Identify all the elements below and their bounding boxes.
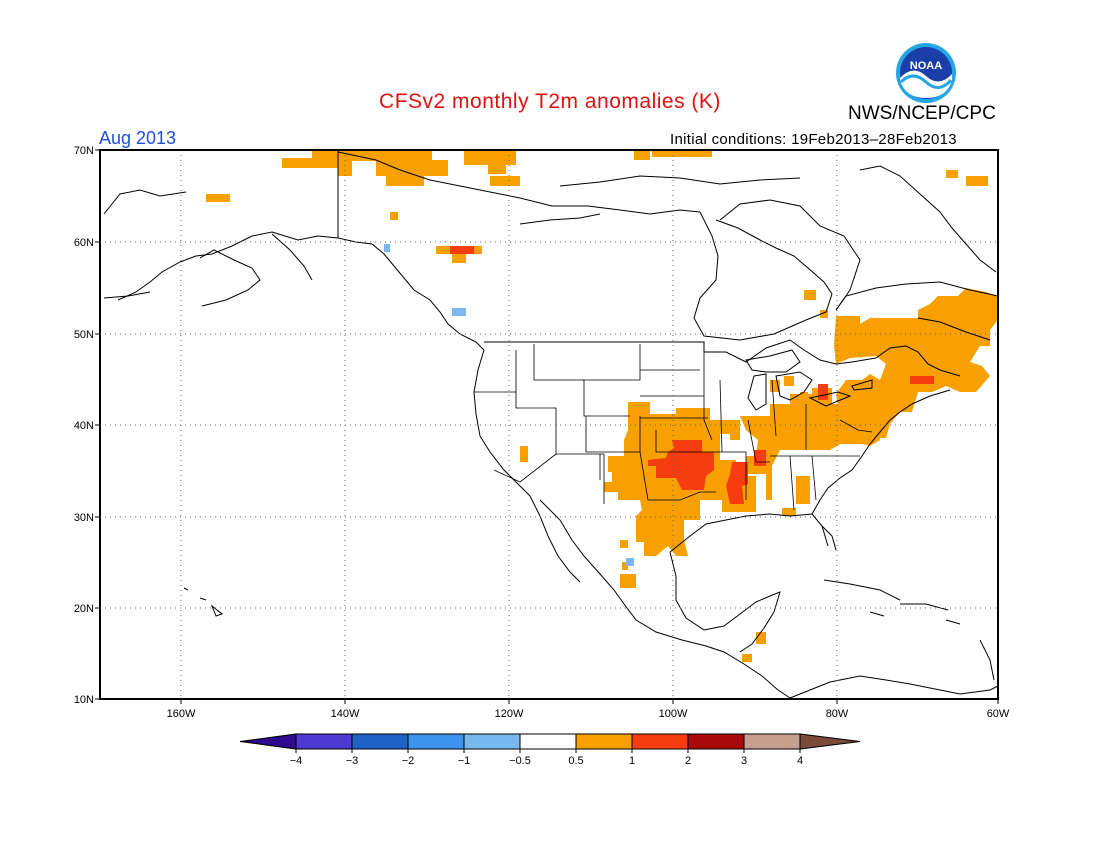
lat-label: 20N: [74, 603, 94, 615]
colorbar-label: 4: [797, 755, 803, 767]
agency-label: NWS/NCEP/CPC: [848, 103, 996, 124]
colorbar-swatch: [295, 733, 353, 750]
colorbar-labels: −4 −3 −2 −1 −0.5 0.5 1 2 3 4: [290, 749, 803, 767]
month-label: Aug 2013: [99, 128, 177, 148]
state-borders: [474, 342, 873, 511]
colorbar-swatch: [463, 733, 521, 750]
lon-label: 100W: [659, 708, 688, 720]
lon-label: 160W: [167, 708, 196, 720]
latitude-labels: 70N 60N 50N 40N 30N 20N 10N: [74, 145, 94, 706]
colorbar-low-arrow: [239, 733, 297, 750]
colorbar-label: 1: [629, 755, 635, 767]
noaa-logo: NOAA: [896, 43, 956, 103]
colorbar: [239, 733, 861, 750]
lat-label: 70N: [74, 145, 94, 157]
colorbar-swatch: [351, 733, 409, 750]
axis-ticks: [95, 149, 999, 704]
colorbar-label: 3: [741, 755, 747, 767]
colorbar-swatch: [743, 733, 801, 750]
lon-label: 80W: [826, 708, 849, 720]
colorbar-swatch: [519, 733, 577, 750]
coastlines: [103, 150, 999, 699]
colorbar-swatch: [687, 733, 745, 750]
colorbar-label: −2: [402, 755, 415, 767]
longitude-labels: 160W 140W 120W 100W 80W 60W: [167, 708, 1010, 720]
colorbar-label: −0.5: [509, 755, 531, 767]
colorbar-swatch: [631, 733, 689, 750]
lon-label: 120W: [495, 708, 524, 720]
colorbar-label: 2: [685, 755, 691, 767]
lat-label: 60N: [74, 237, 94, 249]
chart-title: CFSv2 monthly T2m anomalies (K): [379, 90, 721, 113]
colorbar-swatch: [407, 733, 465, 750]
lat-label: 50N: [74, 329, 94, 341]
colorbar-label: −1: [458, 755, 471, 767]
anomaly-field-cool: [384, 244, 634, 566]
colorbar-label: −4: [290, 755, 303, 767]
noaa-logo-text: NOAA: [910, 60, 942, 72]
colorbar-swatch: [575, 733, 633, 750]
lon-label: 140W: [331, 708, 360, 720]
lon-label: 60W: [987, 708, 1010, 720]
lat-label: 10N: [74, 694, 94, 706]
colorbar-high-arrow: [799, 733, 861, 750]
lat-label: 30N: [74, 512, 94, 524]
lat-label: 40N: [74, 420, 94, 432]
colorbar-label: 0.5: [568, 755, 583, 767]
initial-conditions-label: Initial conditions: 19Feb2013–28Feb2013: [670, 131, 957, 148]
colorbar-label: −3: [346, 755, 359, 767]
